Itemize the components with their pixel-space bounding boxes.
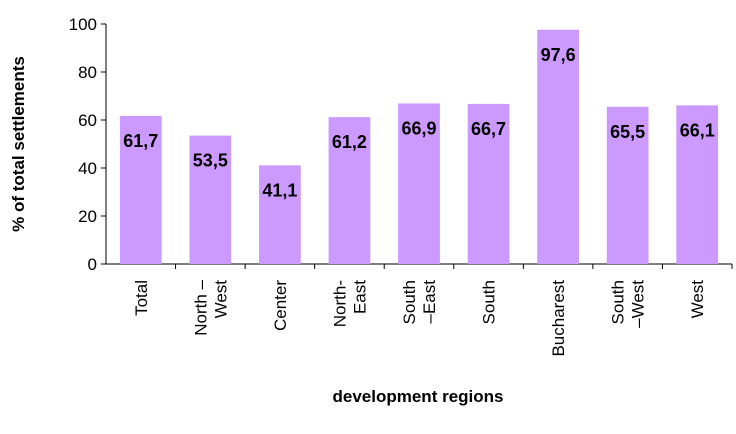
x-tick-label-line: South — [400, 280, 419, 324]
x-tick-label-line: West — [211, 280, 230, 319]
bar — [398, 103, 440, 264]
x-tick-label-line: West — [688, 280, 707, 319]
x-tick-label: Center — [271, 280, 290, 331]
x-axis-title: development regions — [333, 387, 504, 406]
x-tick-label-line: –West — [629, 280, 648, 328]
x-tick-label: Total — [132, 280, 151, 316]
x-tick-label: North –West — [191, 279, 230, 335]
x-tick-label: South–East — [400, 280, 439, 325]
y-tick-label: 0 — [88, 255, 97, 274]
x-tick-label: South — [480, 280, 499, 324]
value-label: 61,7 — [123, 131, 158, 151]
bar — [119, 115, 162, 264]
value-label: 97,6 — [541, 45, 576, 65]
x-tick-label-line: Center — [271, 280, 290, 331]
x-tick-label: West — [688, 280, 707, 319]
bar — [537, 29, 579, 265]
value-label: 41,1 — [262, 180, 297, 200]
y-tick-label: 20 — [78, 207, 97, 226]
bar — [606, 106, 649, 264]
y-axis-title: % of total settlements — [9, 56, 28, 232]
value-label: 66,1 — [680, 120, 715, 140]
x-tick-label-line: –East — [420, 280, 439, 324]
bar — [189, 135, 232, 264]
value-label: 65,5 — [610, 122, 645, 142]
y-tick-label: 100 — [69, 15, 97, 34]
x-tick-label: North-East — [330, 280, 369, 327]
y-tick-label: 40 — [78, 159, 97, 178]
bar — [676, 105, 719, 264]
bar — [259, 165, 301, 264]
x-tick-label-line: Bucharest — [549, 280, 568, 357]
bar — [328, 117, 371, 265]
x-tick-label-line: Total — [132, 280, 151, 316]
value-label: 53,5 — [193, 151, 228, 171]
value-label: 66,9 — [401, 118, 436, 138]
x-tick-label: Bucharest — [549, 280, 568, 357]
value-label: 66,7 — [471, 119, 506, 139]
x-tick-label-line: South — [609, 280, 628, 324]
x-tick-label-line: North- — [330, 280, 349, 327]
x-tick-label: South–West — [609, 280, 648, 328]
bar — [467, 103, 510, 264]
y-tick-label: 80 — [78, 63, 97, 82]
y-tick-label: 60 — [78, 111, 97, 130]
value-label: 61,2 — [332, 132, 367, 152]
x-tick-label-line: South — [480, 280, 499, 324]
x-tick-label-line: North – — [191, 279, 210, 335]
x-tick-label-line: East — [350, 280, 369, 314]
